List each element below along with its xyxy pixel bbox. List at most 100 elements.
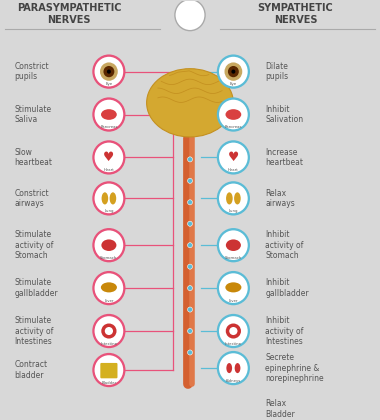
Text: Inhibit
gallbladder: Inhibit gallbladder — [266, 278, 309, 298]
Text: Bladder: Bladder — [101, 381, 116, 385]
Circle shape — [219, 143, 248, 172]
Circle shape — [92, 314, 125, 348]
Text: Stimulate
activity of
Intestines: Stimulate activity of Intestines — [14, 316, 53, 346]
Text: Inhibit
Salivation: Inhibit Salivation — [266, 105, 304, 124]
Circle shape — [228, 66, 239, 77]
Ellipse shape — [101, 239, 116, 251]
Text: Slow
heartbeat: Slow heartbeat — [14, 148, 52, 167]
Circle shape — [95, 316, 123, 346]
Text: Heart: Heart — [228, 168, 239, 172]
Ellipse shape — [225, 282, 241, 292]
Circle shape — [219, 57, 248, 87]
Circle shape — [217, 228, 250, 262]
Circle shape — [188, 157, 192, 162]
Circle shape — [95, 100, 123, 129]
Circle shape — [219, 273, 248, 303]
Circle shape — [188, 221, 192, 226]
Circle shape — [95, 184, 123, 213]
Circle shape — [100, 63, 118, 81]
Text: Stomach: Stomach — [100, 256, 117, 260]
Text: Kidneys: Kidneys — [226, 379, 241, 383]
Text: Liver: Liver — [229, 299, 238, 303]
Circle shape — [95, 57, 123, 87]
Text: Stimulate
activity of
Stomach: Stimulate activity of Stomach — [14, 230, 53, 260]
Circle shape — [188, 243, 192, 248]
Circle shape — [217, 97, 250, 132]
Circle shape — [95, 355, 123, 385]
Circle shape — [175, 0, 205, 31]
Text: VS: VS — [184, 10, 196, 20]
Circle shape — [188, 200, 192, 205]
Circle shape — [92, 55, 125, 89]
Text: ♥: ♥ — [103, 151, 114, 164]
Ellipse shape — [225, 109, 241, 120]
Circle shape — [231, 70, 235, 73]
Circle shape — [188, 350, 192, 355]
Text: Stimulate
Saliva: Stimulate Saliva — [14, 105, 52, 124]
Circle shape — [188, 328, 192, 333]
Text: Inhibit
activity of
Stomach: Inhibit activity of Stomach — [266, 230, 304, 260]
Circle shape — [217, 351, 250, 385]
Ellipse shape — [101, 192, 108, 205]
Text: Intestine: Intestine — [225, 342, 242, 346]
Circle shape — [92, 181, 125, 215]
Text: Relax
airways: Relax airways — [266, 189, 295, 208]
Ellipse shape — [234, 192, 241, 205]
Circle shape — [225, 63, 242, 81]
Circle shape — [95, 231, 123, 260]
FancyBboxPatch shape — [225, 402, 242, 417]
Text: Eye: Eye — [105, 82, 112, 87]
Circle shape — [188, 286, 192, 291]
Text: Increase
heartbeat: Increase heartbeat — [266, 148, 304, 167]
Ellipse shape — [226, 363, 232, 373]
Text: Contract
bladder: Contract bladder — [14, 360, 48, 380]
Text: Eye: Eye — [230, 82, 237, 87]
Circle shape — [107, 70, 111, 73]
Circle shape — [217, 271, 250, 305]
Ellipse shape — [226, 192, 233, 205]
Circle shape — [219, 316, 248, 346]
Text: Secrete
epinephrine &
norepinephrine: Secrete epinephrine & norepinephrine — [266, 353, 324, 383]
Circle shape — [219, 184, 248, 213]
Ellipse shape — [147, 69, 233, 137]
Text: ♥: ♥ — [228, 151, 239, 164]
Text: Constrict
pupils: Constrict pupils — [14, 62, 49, 81]
FancyBboxPatch shape — [100, 363, 117, 378]
Ellipse shape — [226, 239, 241, 251]
Circle shape — [92, 140, 125, 175]
Circle shape — [95, 143, 123, 172]
Circle shape — [219, 231, 248, 260]
Text: Lung: Lung — [229, 209, 238, 213]
Text: SYMPATHETIC
NERVES: SYMPATHETIC NERVES — [258, 3, 334, 25]
Circle shape — [217, 392, 250, 420]
Text: Liver: Liver — [104, 299, 114, 303]
Circle shape — [188, 178, 192, 184]
Text: Pancreas: Pancreas — [225, 125, 242, 129]
Text: Stomach: Stomach — [225, 256, 242, 260]
Text: Lung: Lung — [104, 209, 114, 213]
Circle shape — [95, 273, 123, 303]
Circle shape — [219, 394, 248, 420]
Ellipse shape — [109, 192, 116, 205]
Circle shape — [188, 307, 192, 312]
Text: Constrict
airways: Constrict airways — [14, 189, 49, 208]
Circle shape — [217, 181, 250, 215]
Text: Intestine: Intestine — [100, 342, 117, 346]
Text: Stimulate
gallbladder: Stimulate gallbladder — [14, 278, 58, 298]
Text: PARASYMPATHETIC
NERVES: PARASYMPATHETIC NERVES — [17, 3, 122, 25]
Circle shape — [219, 353, 248, 383]
Circle shape — [188, 264, 192, 269]
Circle shape — [219, 100, 248, 129]
Circle shape — [92, 97, 125, 132]
Circle shape — [103, 66, 114, 77]
Ellipse shape — [101, 109, 117, 120]
Circle shape — [92, 353, 125, 387]
Text: Heart: Heart — [103, 168, 114, 172]
Text: Dilate
pupils: Dilate pupils — [266, 62, 288, 81]
Ellipse shape — [101, 282, 117, 292]
Text: Pancreas: Pancreas — [100, 125, 118, 129]
Text: Inhibit
activity of
Intestines: Inhibit activity of Intestines — [266, 316, 304, 346]
Circle shape — [92, 271, 125, 305]
Circle shape — [92, 228, 125, 262]
Circle shape — [217, 314, 250, 348]
